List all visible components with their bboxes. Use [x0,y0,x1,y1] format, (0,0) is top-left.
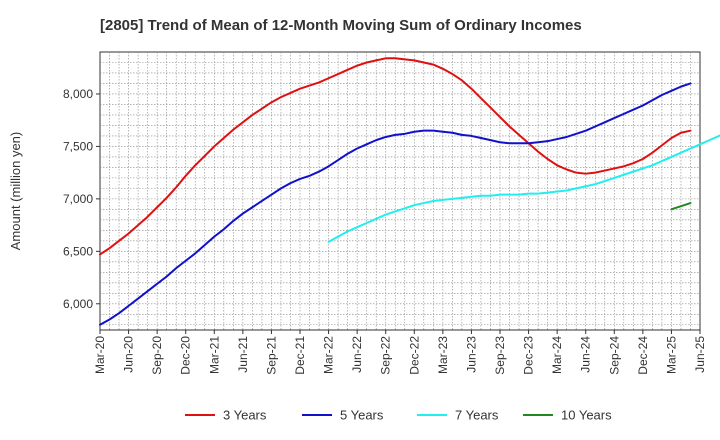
x-tick-label: Mar-21 [207,336,221,374]
x-tick-label: Mar-20 [93,336,107,374]
y-tick-label: 6,000 [63,297,93,311]
x-tick-label: Sep-23 [493,336,507,375]
x-tick-label: Dec-22 [407,336,421,375]
x-tick-label: Dec-21 [293,336,307,375]
x-tick-label: Jun-20 [122,336,136,373]
x-tick-label: Dec-23 [522,336,536,375]
y-tick-label: 8,000 [63,87,93,101]
x-tick-label: Mar-23 [436,336,450,374]
x-tick-label: Jun-21 [236,336,250,373]
x-tick-label: Jun-23 [464,336,478,373]
x-axis-ticks: Mar-20 Jun-20 Sep-20 Dec-20 Mar-21 Jun-21 Sep-… [93,330,707,375]
x-tick-label: Mar-24 [550,336,564,374]
x-tick-label: Jun-25 [693,336,707,373]
x-tick-label: Jun-22 [350,336,364,373]
y-tick-label: 7,000 [63,192,93,206]
x-tick-label: Sep-21 [264,336,278,375]
series-line-10-years [670,202,692,211]
legend-label: 3 Years [223,408,267,423]
x-tick-label: Dec-20 [179,336,193,375]
y-gridlines [100,62,700,326]
y-axis-ticks: 6,000 6,500 7,000 7,500 8,000 [63,87,100,311]
legend-label: 10 Years [561,408,612,423]
x-tick-label: Sep-22 [379,336,393,375]
legend-label: 5 Years [340,408,384,423]
x-tick-label: Jun-24 [579,336,593,373]
series-line-5-years [99,82,692,326]
legend: 3 Years 5 Years 7 Years 10 Years [185,408,612,423]
series-line-7-years [327,134,720,243]
x-gridlines [109,52,691,330]
x-tick-label: Dec-24 [636,336,650,375]
x-tick-label: Sep-24 [607,336,621,375]
x-tick-label: Sep-20 [150,336,164,375]
y-tick-label: 7,500 [63,139,93,153]
series-line-3-years [99,57,692,256]
x-tick-label: Mar-25 [664,336,678,374]
plot-area [99,51,701,331]
y-tick-label: 6,500 [63,244,93,258]
chart-title: [2805] Trend of Mean of 12-Month Moving … [100,17,582,34]
x-tick-label: Mar-22 [322,336,336,374]
y-axis-label: Amount (million yen) [8,132,23,251]
series-lines [99,57,720,326]
legend-label: 7 Years [455,408,499,423]
